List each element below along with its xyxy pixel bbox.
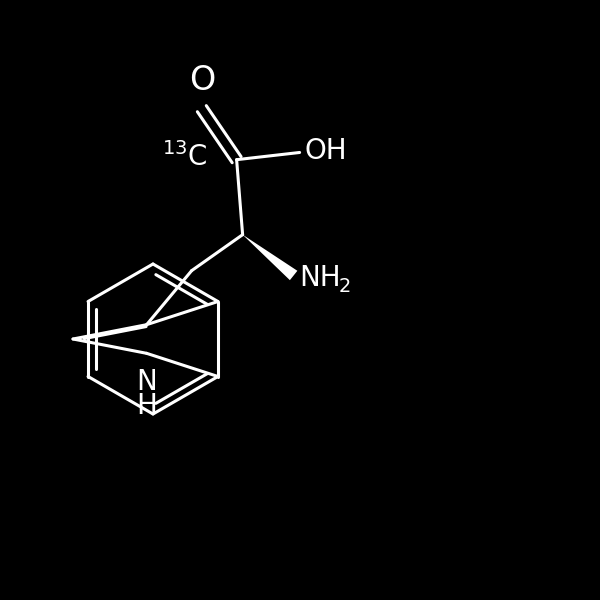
Text: OH: OH (304, 137, 347, 164)
Text: N: N (136, 368, 157, 397)
Text: O: O (188, 64, 215, 97)
Text: H: H (136, 392, 157, 421)
Text: NH: NH (299, 265, 341, 292)
Polygon shape (242, 235, 298, 280)
Text: $^{13}$C: $^{13}$C (162, 142, 208, 172)
Text: 2: 2 (338, 277, 351, 296)
